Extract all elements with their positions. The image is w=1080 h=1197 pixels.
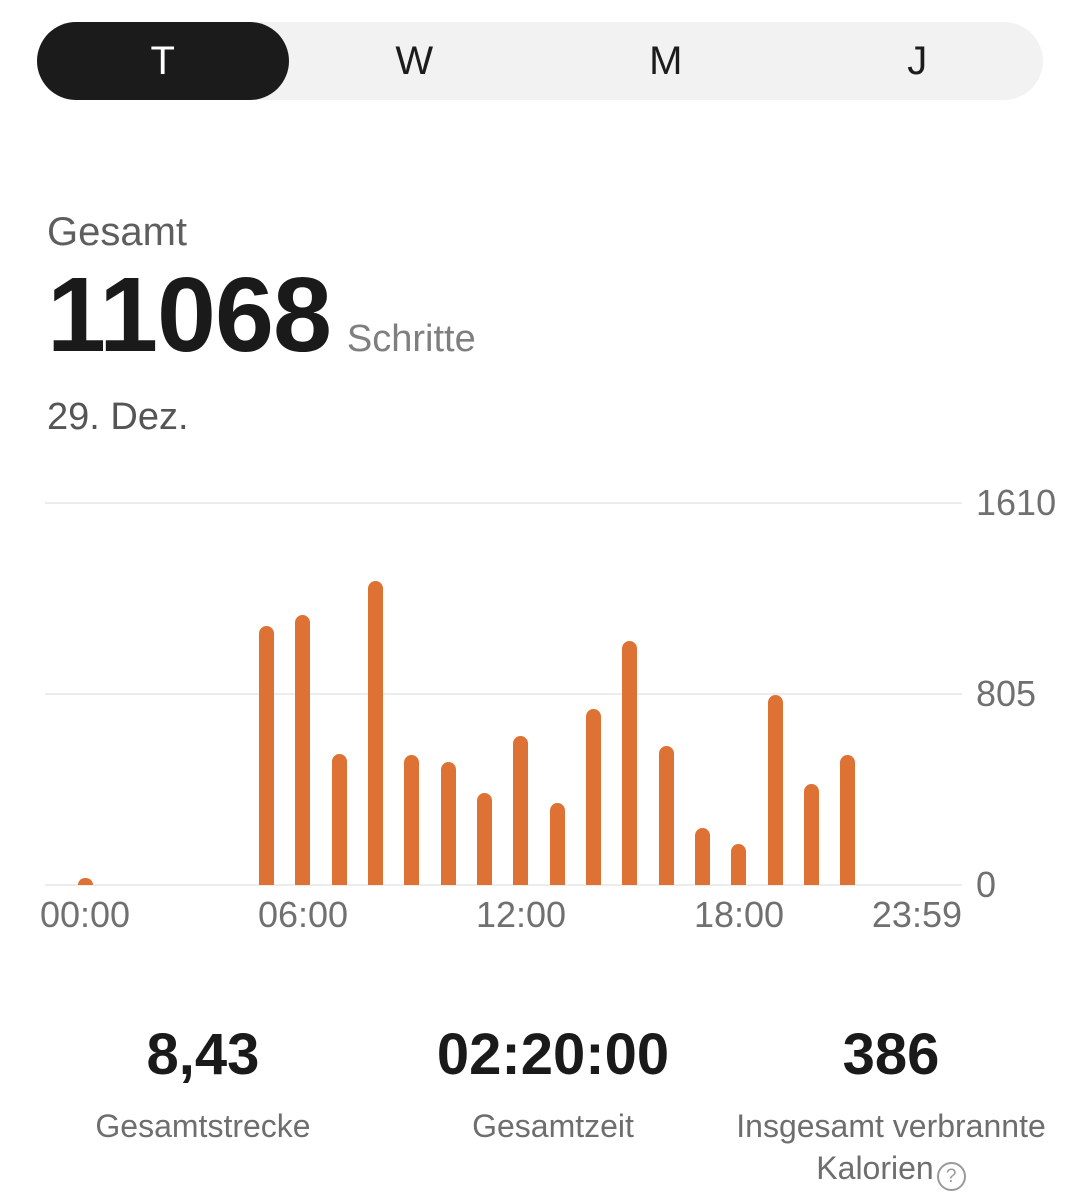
y-axis-label-0: 0 [976, 864, 997, 905]
selected-tab-pill [37, 22, 289, 100]
chart-bar-hour-16[interactable] [658, 746, 674, 885]
y-axis-label-1610: 1610 [976, 482, 1057, 523]
steps-unit-label: Schritte [346, 318, 476, 360]
stat-total-calories: 386 Insgesamt verbrannte Kalorien? [711, 1022, 1071, 1191]
tab-W[interactable]: W [289, 22, 541, 100]
total-distance-label: Gesamtstrecke [95, 1107, 311, 1144]
total-distance-value: 8,43 [146, 1022, 260, 1087]
chart-bar-hour-19[interactable] [767, 695, 783, 885]
tab-M[interactable]: M [540, 22, 792, 100]
steps-total-row: 11068 Schritte [47, 262, 476, 368]
help-circle-icon[interactable]: ? [936, 1161, 966, 1191]
gridline-1610 [45, 502, 962, 504]
chart-bar-hour-13[interactable] [549, 803, 565, 885]
chart-bar-hour-15[interactable] [622, 641, 638, 885]
summary-date: 29. Dez. [47, 396, 189, 438]
total-calories-value: 386 [842, 1022, 940, 1087]
x-axis-label-23:59: 23:59 [871, 894, 962, 935]
stat-total-time: 02:20:00 Gesamtzeit [373, 1022, 733, 1147]
chart-bar-hour-8[interactable] [368, 581, 384, 885]
chart-bar-hour-0[interactable] [77, 878, 93, 885]
total-time-value: 02:20:00 [436, 1022, 670, 1087]
x-axis-label-12:00: 12:00 [475, 894, 567, 935]
steps-total-value: 11068 [47, 256, 332, 374]
chart-bar-hour-17[interactable] [695, 828, 711, 885]
chart-bar-hour-7[interactable] [331, 754, 347, 885]
summary-label: Gesamt [47, 210, 188, 254]
total-time-label: Gesamtzeit [472, 1107, 634, 1144]
tab-T[interactable]: T [37, 22, 289, 100]
y-axis-label-805: 805 [976, 673, 1037, 714]
gridline-805 [45, 693, 962, 695]
gridline-0 [45, 884, 962, 886]
total-calories-label-line1: Insgesamt verbrannte [736, 1107, 1046, 1144]
chart-bar-hour-14[interactable] [586, 709, 602, 885]
x-axis-label-18:00: 18:00 [693, 894, 785, 935]
x-axis-label-00:00: 00:00 [39, 894, 131, 935]
chart-bar-hour-10[interactable] [440, 762, 456, 885]
x-axis-label-06:00: 06:00 [257, 894, 349, 935]
stat-total-distance: 8,43 Gesamtstrecke [23, 1022, 383, 1147]
total-calories-label-line2: Kalorien [816, 1149, 934, 1186]
total-calories-label: Insgesamt verbrannte Kalorien? [711, 1105, 1071, 1191]
chart-bar-hour-11[interactable] [477, 793, 493, 885]
chart-bar-hour-21[interactable] [840, 755, 856, 885]
chart-bar-hour-18[interactable] [731, 844, 747, 885]
chart-bar-hour-9[interactable] [404, 755, 420, 885]
chart-bar-hour-5[interactable] [259, 626, 275, 885]
chart-bar-hour-12[interactable] [513, 736, 529, 885]
chart-bar-hour-20[interactable] [804, 784, 820, 885]
chart-bar-hour-6[interactable] [295, 615, 311, 885]
tab-J[interactable]: J [792, 22, 1044, 100]
